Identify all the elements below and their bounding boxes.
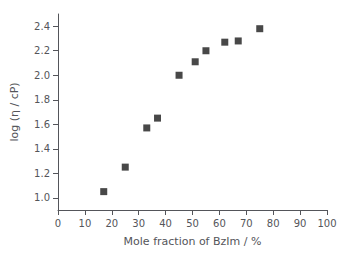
svg-text:log (η / cP): log (η / cP): [8, 82, 21, 141]
svg-text:100: 100: [317, 218, 336, 229]
svg-text:1.2: 1.2: [34, 168, 50, 179]
svg-text:1.8: 1.8: [34, 94, 50, 105]
svg-text:40: 40: [159, 218, 172, 229]
svg-text:10: 10: [79, 218, 92, 229]
svg-text:1.0: 1.0: [34, 192, 50, 203]
svg-text:1.4: 1.4: [34, 143, 50, 154]
svg-text:30: 30: [132, 218, 145, 229]
svg-text:50: 50: [186, 218, 199, 229]
svg-text:1.6: 1.6: [34, 119, 50, 130]
svg-text:2.2: 2.2: [34, 45, 50, 56]
svg-text:70: 70: [240, 218, 253, 229]
svg-text:2.4: 2.4: [34, 21, 50, 32]
svg-text:0: 0: [55, 218, 61, 229]
svg-text:80: 80: [267, 218, 280, 229]
svg-text:2.0: 2.0: [34, 70, 50, 81]
svg-text:60: 60: [213, 218, 226, 229]
svg-text:90: 90: [294, 218, 307, 229]
svg-text:Mole fraction of BzIm / %: Mole fraction of BzIm / %: [124, 235, 262, 248]
svg-text:20: 20: [105, 218, 118, 229]
